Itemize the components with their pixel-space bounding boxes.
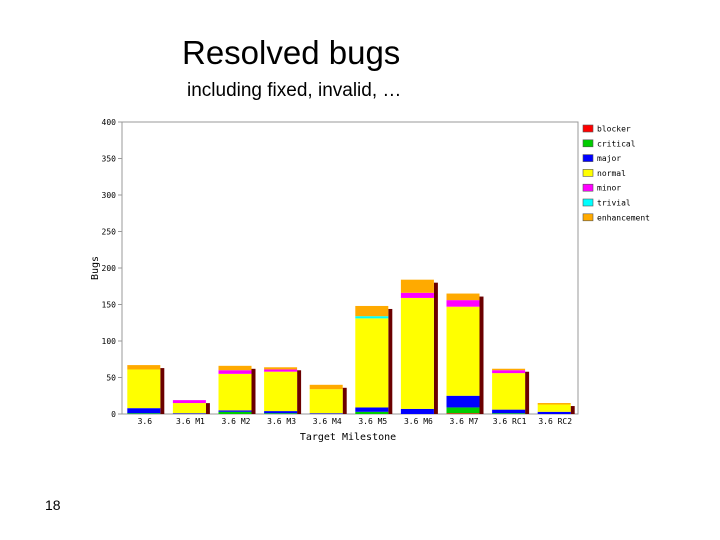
bar-segment-critical — [492, 413, 526, 414]
bar-segment-major — [172, 413, 206, 414]
bar-segment-minor — [264, 369, 298, 372]
bar-segment-enhancement — [492, 368, 526, 371]
x-tick-label: 3.6 M7 — [450, 417, 479, 426]
bars — [127, 279, 575, 414]
y-tick-label: 50 — [106, 374, 116, 383]
x-axis-title: Target Milestone — [300, 432, 396, 443]
bar-segment-minor — [218, 370, 252, 374]
bar-segment-enhancement — [537, 403, 571, 405]
bar-segment-critical — [127, 413, 161, 414]
bar-segment-major — [492, 409, 526, 414]
legend-swatch-normal — [582, 169, 594, 177]
bar-segment-major — [355, 407, 389, 412]
bar-segment-normal — [355, 318, 389, 408]
bar-segment-enhancement — [309, 384, 343, 390]
legend-label-minor: minor — [597, 184, 621, 193]
bar-segment-critical — [264, 413, 298, 414]
bar-segment-minor — [172, 400, 206, 404]
bar-segment-enhancement — [127, 365, 161, 370]
legend-label-trivial: trivial — [597, 199, 631, 208]
x-tick-label: 3.6 M3 — [267, 417, 296, 426]
y-tick-label: 150 — [102, 301, 117, 310]
bar-segment-major — [264, 411, 298, 414]
bar-segment-minor — [492, 370, 526, 374]
bar-segment-normal — [492, 373, 526, 410]
bar-segment-trivial — [355, 316, 389, 319]
bar-segment-normal — [400, 297, 434, 409]
bar-segment-major — [218, 410, 252, 412]
legend-label-normal: normal — [597, 169, 626, 178]
bar-segment-critical — [218, 411, 252, 414]
bar-segment-normal — [172, 403, 206, 414]
bar-segment-normal — [446, 306, 480, 396]
bar-segment-normal — [537, 404, 571, 412]
bar-segment-major — [309, 413, 343, 414]
bar-shadow — [433, 282, 438, 414]
y-tick-label: 250 — [102, 228, 117, 237]
bar-segment-minor — [446, 300, 480, 307]
legend-label-blocker: blocker — [597, 125, 631, 134]
bar-segment-enhancement — [264, 367, 298, 370]
legend: blocker critical major normal minor trivial en… — [582, 124, 650, 222]
bar-segment-normal — [309, 389, 343, 414]
bar-shadow — [525, 371, 530, 414]
bar-segment-normal — [127, 369, 161, 409]
bar-segment-critical — [355, 411, 389, 414]
x-tick-label: 3.6 M5 — [358, 417, 387, 426]
bar-shadow — [388, 308, 393, 414]
legend-label-enhancement: enhancement — [597, 213, 650, 222]
bar-segment-enhancement — [446, 293, 480, 301]
bar-segment-major — [446, 395, 480, 408]
bar-shadow — [570, 406, 575, 414]
legend-label-major: major — [597, 154, 621, 163]
plot-area-border — [121, 121, 579, 415]
x-tick-label: 3.6 RC2 — [538, 417, 572, 426]
x-tick-label: 3.6 M6 — [404, 417, 433, 426]
x-tick-label: 3.6 RC1 — [493, 417, 527, 426]
slide-title: Resolved bugs — [182, 34, 401, 71]
bar-segment-major — [537, 411, 571, 414]
bar-segment-enhancement — [355, 305, 389, 317]
bar-shadow — [297, 370, 302, 414]
bar-segment-enhancement — [400, 279, 434, 293]
bar-segment-blocker — [446, 413, 480, 414]
legend-label-critical: critical — [597, 139, 636, 148]
y-tick-label: 400 — [102, 118, 117, 127]
bar-shadow — [342, 387, 347, 414]
legend-swatch-trivial — [582, 198, 594, 207]
x-tick-label: 3.6 M1 — [176, 417, 205, 426]
bar-segment-normal — [218, 373, 252, 411]
bar-segment-normal — [264, 371, 298, 412]
page-number: 18 — [45, 497, 61, 513]
bar-segment-major — [127, 408, 161, 414]
y-axis: 0 50 100 150 200 250 300 350 400 — [102, 118, 122, 419]
legend-swatch-major — [582, 154, 594, 162]
bar-segment-enhancement — [218, 365, 252, 371]
x-axis: 3.6 3.6 M1 3.6 M2 3.6 M3 3.6 M4 3.6 M5 3.6 M6 3… — [138, 417, 573, 426]
bar-shadow — [479, 296, 484, 414]
bar-shadow — [251, 368, 256, 414]
legend-swatch-enhancement — [582, 213, 594, 222]
x-tick-label: 3.6 M4 — [313, 417, 342, 426]
bar-shadow — [160, 368, 165, 414]
slide-subtitle: including fixed, invalid, … — [187, 80, 402, 101]
legend-swatch-minor — [582, 183, 594, 192]
x-tick-label: 3.6 M2 — [222, 417, 251, 426]
bar-segment-minor — [400, 292, 434, 298]
x-tick-label: 3.6 — [138, 417, 153, 426]
y-axis-title: Bugs — [90, 256, 101, 280]
y-tick-label: 300 — [102, 191, 117, 200]
legend-swatch-blocker — [582, 124, 594, 133]
bar-shadow — [205, 403, 210, 414]
bar-segment-critical — [446, 407, 480, 414]
legend-swatch-critical — [582, 139, 594, 148]
y-tick-label: 0 — [111, 410, 116, 419]
bar-segment-major — [400, 408, 434, 414]
y-tick-label: 350 — [102, 155, 117, 164]
y-tick-label: 100 — [102, 337, 117, 346]
y-tick-label: 200 — [102, 264, 117, 273]
